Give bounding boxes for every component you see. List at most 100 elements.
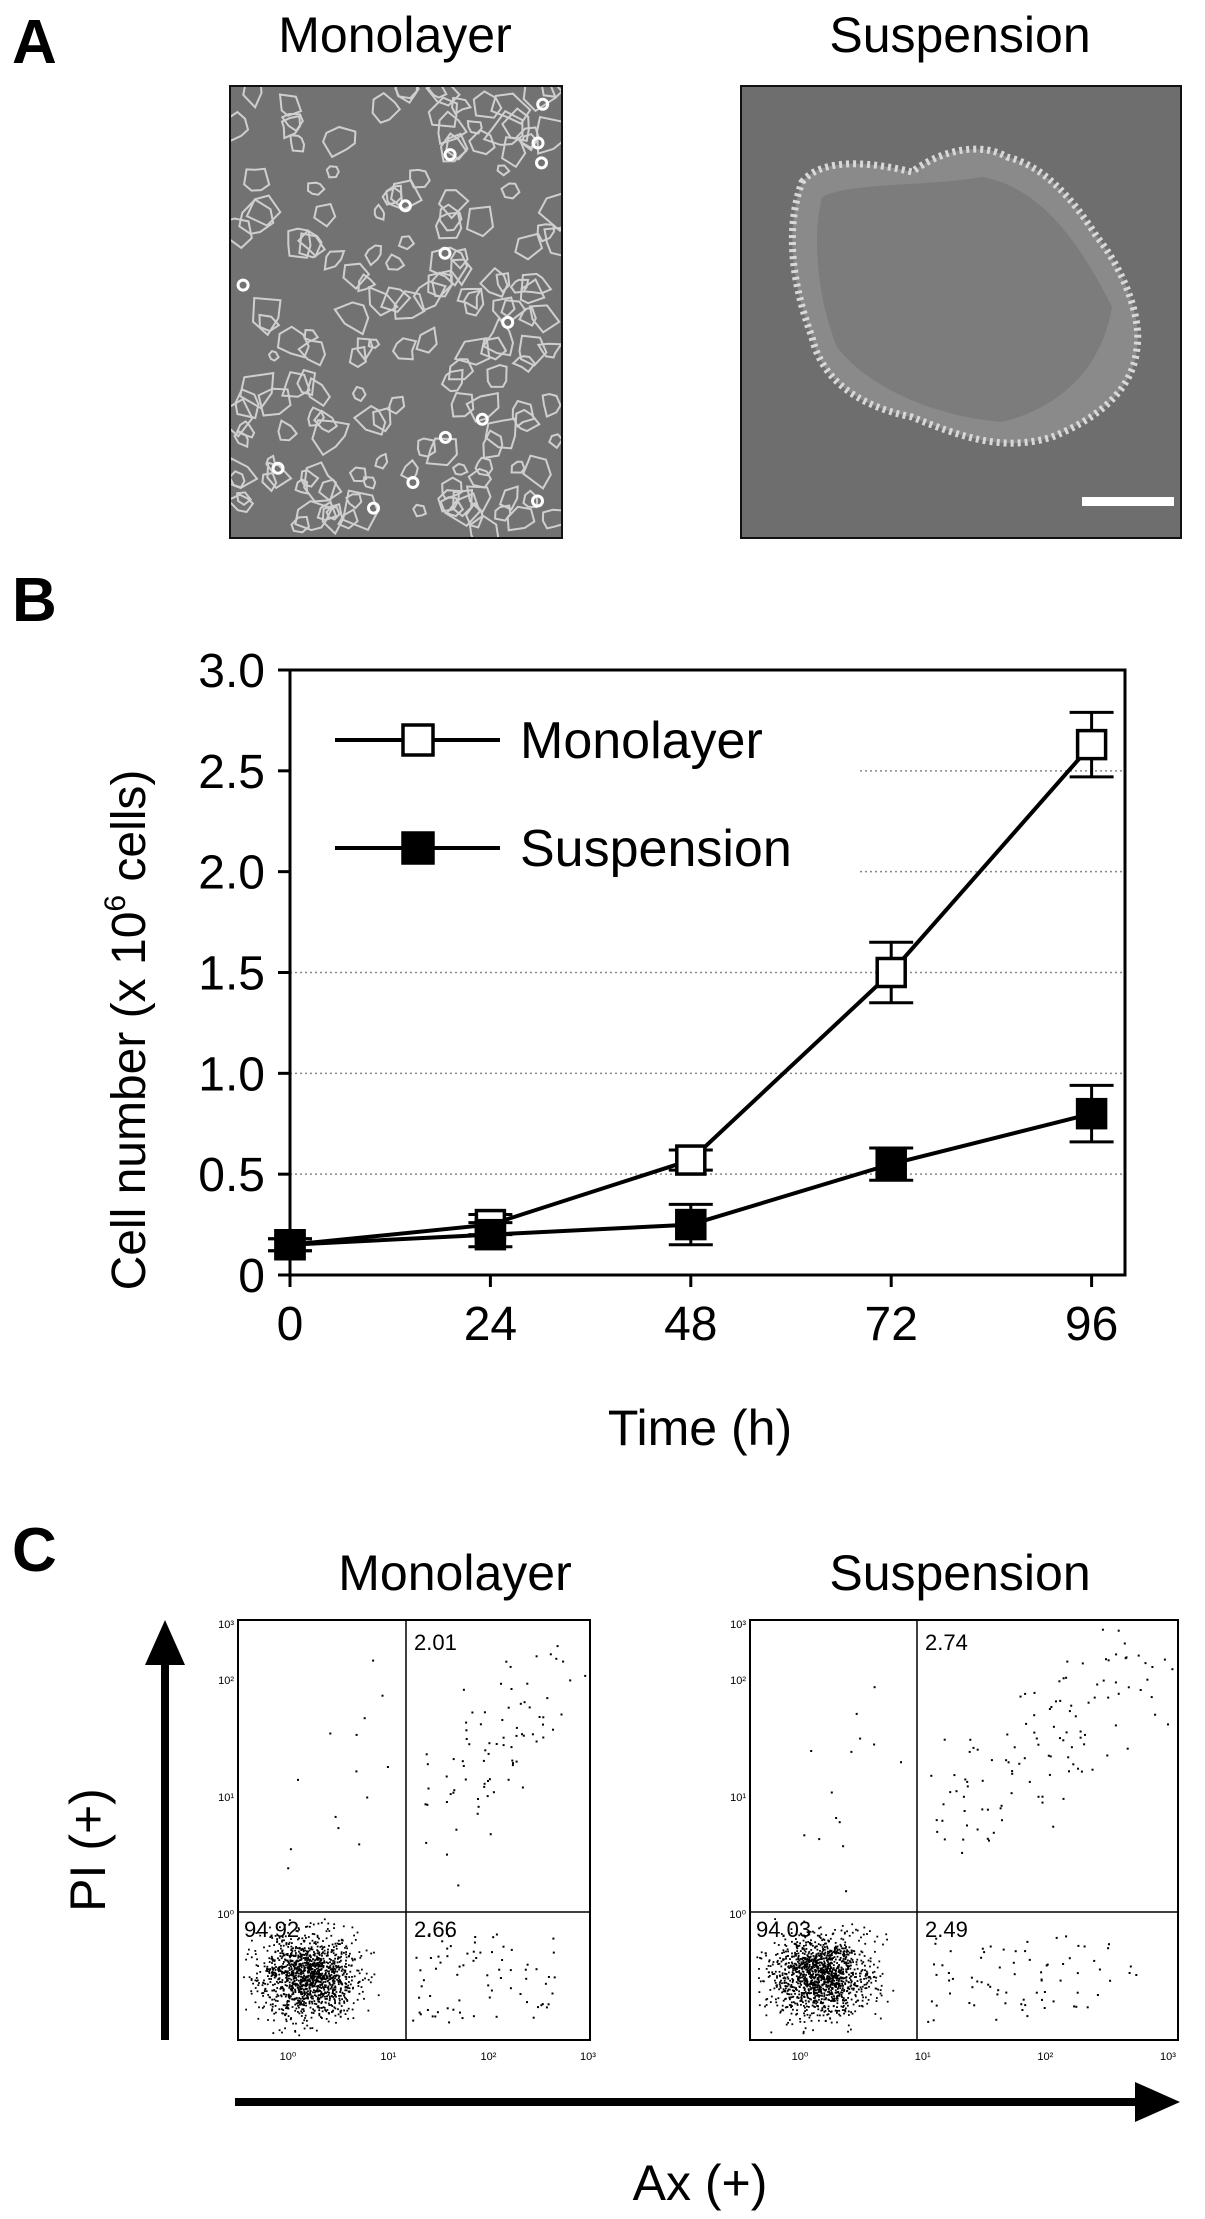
flow-plot-frame <box>237 1619 591 2041</box>
suspension-point <box>675 1208 707 1241</box>
cell-outline <box>351 385 367 403</box>
cell-outline <box>245 194 282 227</box>
monolayer-cells-image <box>231 87 561 537</box>
cell-outline <box>494 504 512 522</box>
log-x-tick-label: 10³ <box>1160 2051 1176 2063</box>
cell-outline <box>303 328 320 342</box>
cell-outline <box>239 371 275 410</box>
y-tick-label: 0 <box>238 1250 265 1303</box>
log-y-tick-label: 10² <box>218 1675 234 1687</box>
cell-outline <box>316 500 338 522</box>
cell-outline <box>306 376 332 408</box>
cell-outline <box>479 266 509 298</box>
log-x-tick-label: 10² <box>1037 2051 1053 2063</box>
cell-outline <box>312 409 339 433</box>
log-x-tick-label: 10¹ <box>915 2051 931 2063</box>
cell-outline <box>429 246 469 287</box>
suspension-point <box>474 1218 507 1251</box>
cell-outline <box>514 232 544 261</box>
cell-outline <box>501 107 530 142</box>
cell-outline <box>321 125 357 159</box>
y-tick-label: 3.0 <box>198 645 265 698</box>
cell-outline <box>333 301 370 336</box>
panel-b-letter: B <box>12 566 57 635</box>
cell-outline <box>453 337 491 366</box>
flow-plot: 2.01 94.92 2.66 10⁰ 10¹ 10² 10³ 10⁰ 10¹ 10² 10³ <box>217 1619 596 2063</box>
cell-outline <box>495 272 511 294</box>
cell-outline <box>231 397 254 438</box>
lower-right-percent: 2.49 <box>925 1917 968 1942</box>
cell-outline <box>465 205 495 238</box>
cell-outline <box>447 358 475 381</box>
x-tick-label: 0 <box>277 1298 304 1351</box>
cell-outline <box>412 280 447 312</box>
log-y-tick-label: 10³ <box>218 1619 234 1631</box>
round-cell <box>536 97 550 111</box>
cell-outline <box>372 406 392 433</box>
cell-outline <box>450 391 475 418</box>
cell-outline <box>537 192 561 233</box>
cell-outline <box>536 223 556 243</box>
micrograph-suspension-title: Suspension <box>829 7 1091 63</box>
log-x-tick-label: 10¹ <box>380 2051 396 2063</box>
cell-outline <box>364 244 383 267</box>
suspension-point <box>1075 1097 1108 1130</box>
x-tick-label: 24 <box>464 1298 517 1351</box>
cell-outline <box>345 493 363 510</box>
monolayer-micrograph <box>229 85 563 539</box>
cell-outline <box>456 287 483 311</box>
log-x-tick-label: 10² <box>481 2051 497 2063</box>
round-cell <box>438 430 452 444</box>
legend-label: Monolayer <box>520 712 763 770</box>
cell-outline <box>510 460 526 474</box>
cell-outline <box>520 272 553 295</box>
round-cell <box>271 461 285 475</box>
cell-outline <box>296 368 317 397</box>
cell-outline <box>465 485 492 515</box>
cell-outline <box>394 87 420 100</box>
cell-outline <box>342 262 371 291</box>
cell-outline <box>528 304 561 334</box>
cell-outline <box>394 87 418 105</box>
cell-outline <box>548 433 561 450</box>
monolayer-point <box>675 1144 707 1176</box>
cell-outline <box>416 437 437 458</box>
cell-outline <box>439 132 468 163</box>
cell-outline <box>357 273 377 293</box>
cell-outline <box>415 326 438 354</box>
panel-a-letter: A <box>12 8 57 77</box>
round-cell <box>236 278 250 292</box>
cell-outline <box>511 355 537 374</box>
cell-outline <box>409 168 431 189</box>
cell-outline <box>412 503 428 518</box>
cell-outline <box>257 387 292 417</box>
round-cell <box>398 199 412 213</box>
cell-outline <box>535 115 561 155</box>
cell-outline <box>266 461 293 490</box>
cell-outline <box>374 452 389 470</box>
cell-outline <box>439 496 465 518</box>
cell-outline <box>468 514 500 537</box>
cell-outline <box>321 503 344 536</box>
log-y-tick-label: 10⁰ <box>729 1909 746 1921</box>
cell-outline <box>281 371 311 398</box>
cell-outline <box>287 227 312 259</box>
cell-outline <box>486 363 508 388</box>
cell-outline <box>496 164 511 177</box>
cell-outline <box>498 485 519 511</box>
cell-outline <box>500 299 527 321</box>
cell-outline <box>337 508 359 530</box>
cell-outline <box>231 217 253 250</box>
cell-outline <box>243 167 271 192</box>
lower-left-percent: 94.03 <box>756 1917 811 1942</box>
cell-outline <box>431 271 453 298</box>
cell-outline <box>397 235 416 251</box>
y-tick-label: 1.0 <box>198 1048 265 1101</box>
cell-outline <box>427 96 458 128</box>
cell-outline <box>543 226 561 257</box>
cell-outline <box>341 489 379 532</box>
x-axis-label: Time (h) <box>608 1400 792 1456</box>
cell-outline <box>311 419 351 457</box>
round-cell <box>443 148 457 162</box>
y-tick-label: 2.5 <box>198 746 265 799</box>
